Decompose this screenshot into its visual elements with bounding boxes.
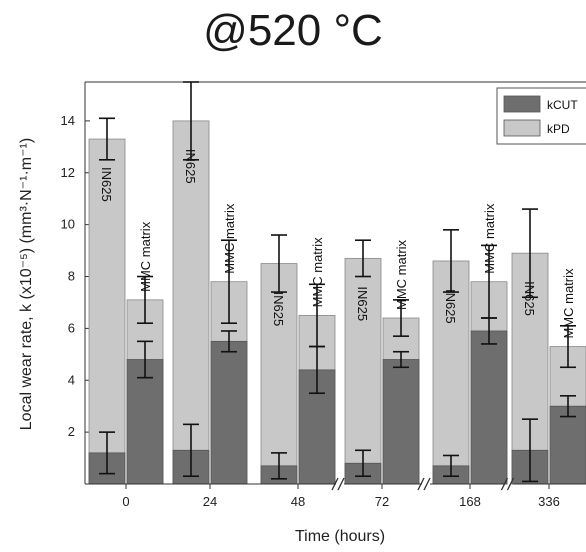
bar-kpd-in625: [260, 263, 298, 485]
legend-swatch-kpd: [503, 119, 541, 137]
y-tick-label: 10: [61, 217, 75, 232]
bar-label-in625: IN625: [443, 289, 458, 324]
bar-kcut-mmc-matrix: [470, 330, 508, 485]
bar-kcut-mmc-matrix: [549, 405, 586, 485]
bar-kcut-mmc-matrix: [210, 340, 248, 485]
bar-label-in625: IN625: [355, 286, 370, 321]
y-tick-label: 12: [61, 165, 75, 180]
x-axis-label: Time (hours): [294, 528, 386, 545]
axis-break-mark: [500, 477, 509, 491]
bar-label-mmc-matrix: MMC matrix: [394, 239, 409, 310]
axis-break-mark: [331, 477, 339, 491]
x-tick-label: 72: [375, 494, 389, 509]
y-tick-label: 2: [68, 424, 75, 439]
bar-label-in625: IN625: [522, 281, 537, 316]
x-tick-label: 0: [122, 494, 129, 509]
bar-label-mmc-matrix: MMC matrix: [482, 203, 497, 274]
x-tick-label: 336: [538, 494, 560, 509]
x-tick-label: 48: [291, 494, 305, 509]
y-tick-label: 6: [68, 320, 75, 335]
axis-break-mark: [417, 477, 425, 491]
axis-break-mark: [506, 477, 515, 491]
bar-label-mmc-matrix: MMC matrix: [561, 268, 576, 339]
x-tick-label: 168: [459, 494, 481, 509]
bar-label-in625: IN625: [183, 149, 198, 184]
bar-label-mmc-matrix: MMC matrix: [222, 203, 237, 274]
bar-label-mmc-matrix: MMC matrix: [138, 221, 153, 292]
axis-break-mark: [337, 477, 345, 491]
x-tick-label: 24: [203, 494, 217, 509]
bar-kcut-mmc-matrix: [382, 359, 420, 485]
y-tick-label: 4: [68, 372, 75, 387]
bar-kpd-in625: [344, 257, 382, 485]
legend-swatch-kcut: [503, 95, 541, 113]
bar-label-mmc-matrix: MMC matrix: [310, 237, 325, 308]
legend-label-kcut: kCUT: [547, 98, 578, 112]
bar-label-in625: IN625: [271, 292, 286, 327]
y-tick-label: 14: [61, 113, 75, 128]
chart-title: @520 °C: [203, 6, 383, 55]
y-tick-label: 8: [68, 269, 75, 284]
axis-break-mark: [423, 477, 431, 491]
legend-label-kpd: kPD: [547, 122, 570, 136]
bar-label-in625: IN625: [99, 167, 114, 202]
